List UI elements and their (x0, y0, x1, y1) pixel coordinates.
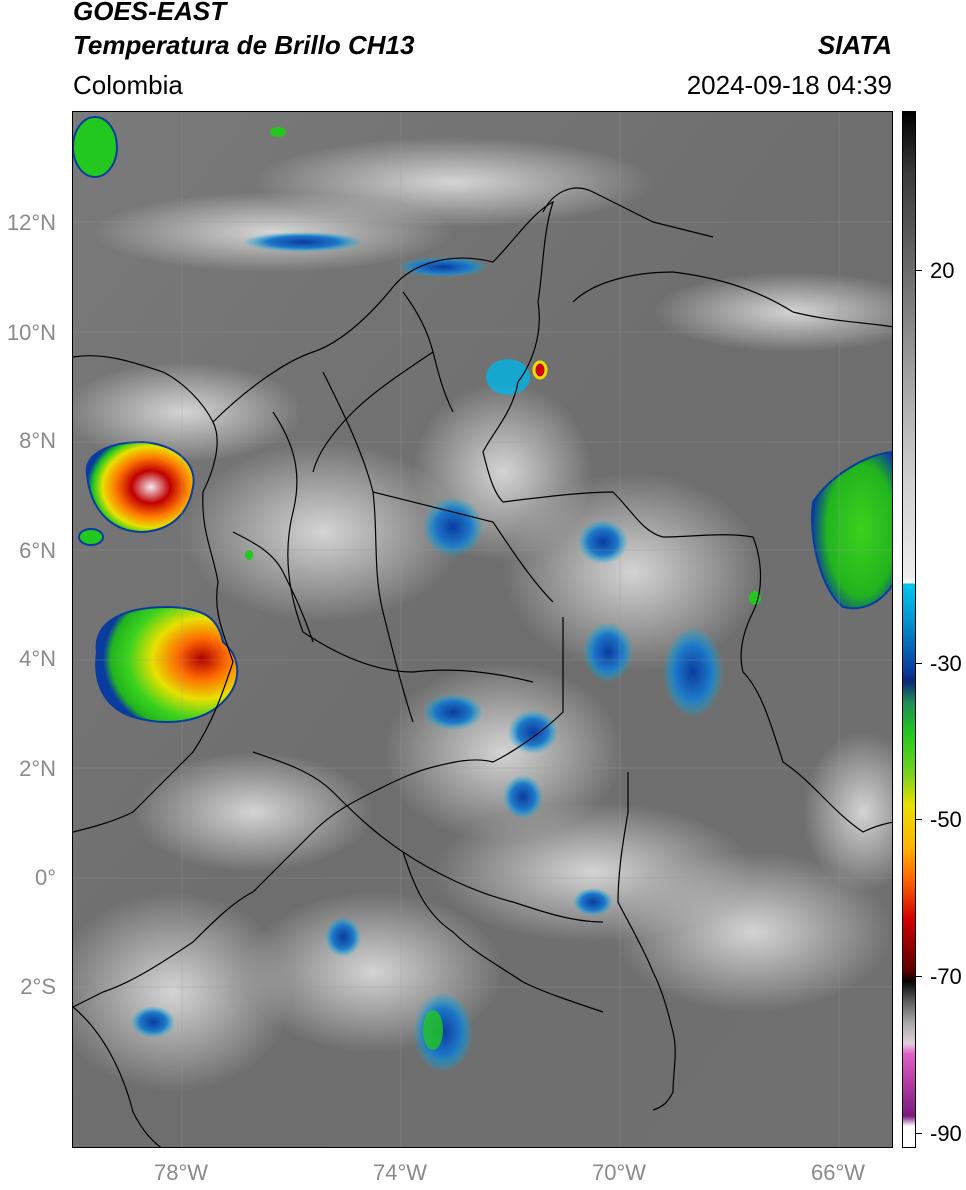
colorbar-tick-minus70 (916, 976, 922, 977)
lon-tick-66w: 66°W (810, 1160, 866, 1185)
region-label: Colombia (73, 70, 183, 100)
agency-label: SIATA (817, 30, 892, 60)
colorbar-tick-minus50 (916, 819, 922, 820)
colorbar-tick-minus30 (916, 663, 922, 664)
cold-tops-layer (131, 232, 723, 1072)
lon-tick-70w: 70°W (591, 1160, 647, 1185)
product-title: Temperatura de Brillo CH13 (73, 30, 415, 60)
lat-tick-4n: 4°N (19, 646, 56, 671)
lat-tick-12n: 12°N (6, 210, 56, 235)
satellite-title: GOES-EAST (73, 0, 227, 26)
colorbar-tick-20 (916, 270, 922, 271)
colorbar-label-minus90: -90 (930, 1121, 962, 1146)
storm-systems (73, 116, 892, 1050)
map-canvas (73, 112, 892, 1147)
lat-tick-6n: 6°N (19, 538, 56, 563)
colorbar-label-minus50: -50 (930, 807, 962, 832)
colorbar-label-minus30: -30 (930, 651, 962, 676)
lon-tick-74w: 74°W (372, 1160, 428, 1185)
borders (73, 187, 892, 1147)
colorbar-tick-minus90 (916, 1133, 922, 1134)
colorbar-label-20: 20 (930, 258, 955, 283)
lon-tick-78w: 78°W (153, 1160, 209, 1185)
satellite-map (72, 111, 893, 1148)
lat-tick-2n: 2°N (19, 756, 56, 781)
colorbar (902, 111, 916, 1148)
lat-tick-2s: 2°S (20, 974, 56, 999)
datetime-label: 2024-09-18 04:39 (686, 70, 892, 100)
lat-tick-10n: 10°N (6, 320, 56, 345)
lat-tick-8n: 8°N (19, 428, 56, 453)
lat-tick-0: 0° (34, 865, 56, 890)
colorbar-label-minus70: -70 (930, 964, 962, 989)
